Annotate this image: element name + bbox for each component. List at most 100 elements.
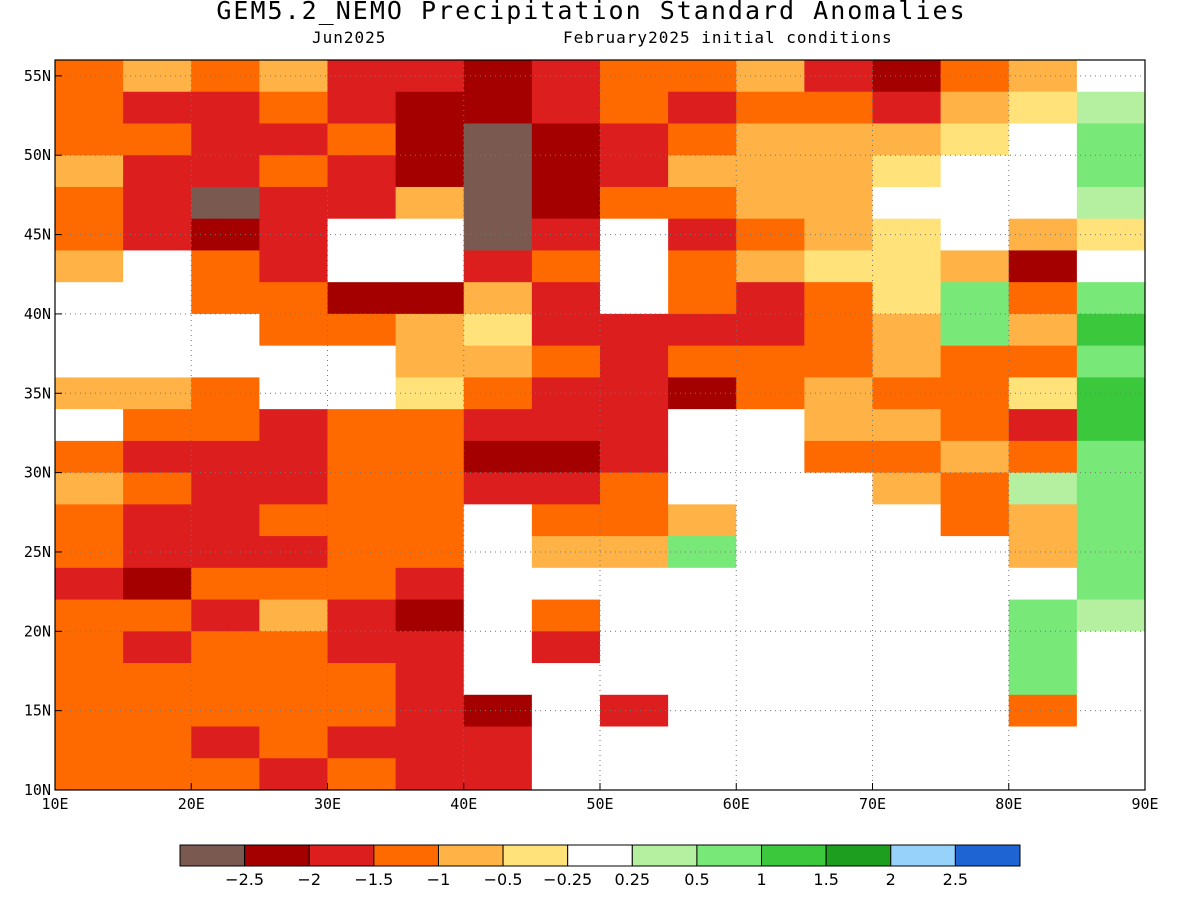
anomaly-cell — [1076, 599, 1145, 632]
anomaly-cell — [600, 377, 669, 410]
anomaly-cell — [191, 504, 260, 537]
anomaly-cell — [804, 155, 874, 188]
anomaly-cell — [600, 440, 669, 474]
colorbar-swatch — [696, 844, 763, 867]
anomaly-cell — [1145, 250, 1200, 282]
anomaly-cell — [395, 313, 465, 347]
anomaly-cell — [327, 631, 397, 664]
colorbar-swatch — [631, 844, 698, 867]
anomaly-cell — [463, 60, 533, 93]
anomaly-cell — [463, 694, 533, 728]
anomaly-cell — [395, 472, 465, 505]
anomaly-cell — [123, 345, 192, 378]
anomaly-cell — [1076, 282, 1145, 315]
anomaly-cell — [1008, 409, 1078, 442]
anomaly-cell — [531, 123, 601, 156]
anomaly-cell — [600, 758, 669, 790]
anomaly-cell — [191, 440, 260, 474]
anomaly-cell — [1076, 504, 1145, 537]
anomaly-cell — [1145, 282, 1200, 314]
anomaly-cell — [531, 663, 601, 696]
anomaly-cell — [804, 536, 874, 569]
anomaly-cell — [259, 536, 329, 569]
colorbar-label: 2 — [886, 870, 896, 889]
anomaly-cell — [259, 567, 329, 601]
anomaly-cell — [395, 60, 465, 93]
lat-tick-label: 20N — [24, 622, 51, 640]
anomaly-cell — [191, 250, 260, 283]
anomaly-cell — [804, 472, 874, 505]
anomaly-cell — [1145, 663, 1200, 695]
anomaly-cell — [736, 186, 805, 220]
colorbar-label: 1.5 — [813, 870, 838, 889]
anomaly-cell — [123, 218, 192, 252]
anomaly-cell — [940, 60, 1010, 93]
anomaly-cell — [804, 440, 874, 474]
anomaly-cell — [872, 409, 942, 442]
lon-tick-label: 10E — [41, 795, 68, 813]
anomaly-cell — [872, 567, 942, 601]
anomaly-cell — [1076, 567, 1145, 601]
anomaly-cell — [1076, 663, 1145, 696]
anomaly-cell — [668, 536, 737, 569]
anomaly-cell — [1008, 758, 1078, 790]
anomaly-cell — [600, 726, 669, 759]
anomaly-cell — [463, 567, 533, 601]
anomaly-cell — [940, 123, 1010, 156]
anomaly-cell — [191, 631, 260, 664]
anomaly-cell — [395, 599, 465, 632]
anomaly-cell — [463, 663, 533, 696]
anomaly-cell — [940, 440, 1010, 474]
lon-tick-label: 30E — [314, 795, 341, 813]
anomaly-cell — [191, 313, 260, 347]
anomaly-cell — [600, 409, 669, 442]
anomaly-cell — [259, 250, 329, 283]
anomaly-cell — [531, 409, 601, 442]
anomaly-cell — [804, 91, 874, 125]
anomaly-cell — [55, 250, 124, 283]
anomaly-cell — [804, 377, 874, 410]
anomaly-cell — [463, 123, 533, 156]
anomaly-cell — [191, 282, 260, 315]
anomaly-cell — [1145, 536, 1200, 568]
anomaly-cell — [395, 345, 465, 378]
anomaly-cell — [55, 123, 124, 156]
anomaly-cell — [668, 567, 737, 601]
anomaly-cell — [736, 567, 805, 601]
anomaly-cell — [804, 504, 874, 537]
anomaly-cell — [804, 60, 874, 93]
colorbar-label: 1 — [756, 870, 766, 889]
anomaly-cell — [327, 218, 397, 252]
anomaly-cell — [463, 345, 533, 378]
anomaly-cell — [191, 472, 260, 505]
anomaly-cell — [55, 440, 124, 474]
anomaly-cell — [940, 758, 1010, 790]
anomaly-cell — [531, 536, 601, 569]
anomaly-cell — [940, 694, 1010, 728]
anomaly-cell — [1145, 441, 1200, 473]
anomaly-cell — [668, 377, 737, 410]
anomaly-cell — [191, 663, 260, 696]
anomaly-cell — [668, 599, 737, 632]
anomaly-cell — [327, 377, 397, 410]
anomaly-cell — [940, 377, 1010, 410]
anomaly-cell — [463, 536, 533, 569]
anomaly-cell — [600, 123, 669, 156]
anomaly-cell — [395, 218, 465, 252]
anomaly-cell — [872, 694, 942, 728]
anomaly-cell — [1145, 568, 1200, 600]
anomaly-cell — [395, 377, 465, 410]
anomaly-cell — [736, 663, 805, 696]
anomaly-cell — [600, 631, 669, 664]
anomaly-cell — [804, 726, 874, 759]
anomaly-cell — [123, 694, 192, 728]
anomaly-cell — [736, 155, 805, 188]
lat-tick-label: 10N — [24, 781, 51, 799]
anomaly-cell — [531, 567, 601, 601]
anomaly-cell — [259, 123, 329, 156]
anomaly-cell — [668, 694, 737, 728]
anomaly-cell — [123, 282, 192, 315]
anomaly-cell — [940, 631, 1010, 664]
anomaly-cell — [1008, 282, 1078, 315]
anomaly-cell — [668, 758, 737, 790]
